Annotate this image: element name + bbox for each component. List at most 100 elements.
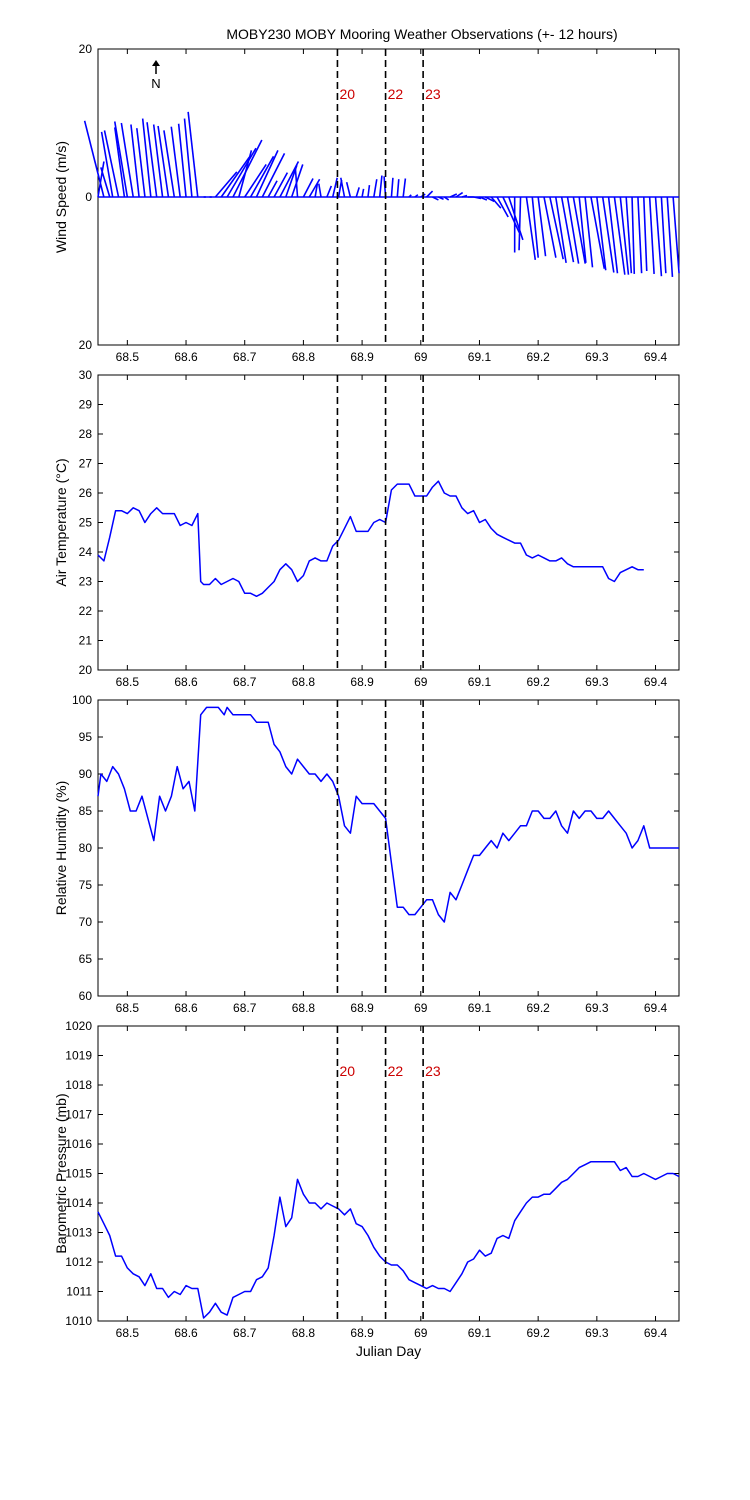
pressure-series-line [97,1160,680,1319]
wind-wind-vector [572,196,586,264]
north-label: N [151,76,160,91]
wind-wind-vector [408,194,412,198]
wind-wind-vector [163,130,176,198]
rh-y-tick-label: 80 [79,841,93,855]
wind-wind-vector [113,127,126,198]
temp-y-tick-label: 26 [79,486,93,500]
wind-x-tick-label: 68.9 [350,350,374,364]
wind-wind-vector [601,196,615,273]
wind-wind-vector [100,131,114,198]
pressure-x-axis-label: Julian Day [356,1343,421,1359]
pressure-y-tick-label: 1014 [65,1196,92,1210]
temp-y-tick-label: 28 [79,427,93,441]
pressure-y-tick-label: 1016 [65,1137,92,1151]
temp-y-tick-label: 25 [79,516,93,530]
wind-wind-vector [578,196,587,263]
wind-wind-vector [619,196,630,275]
wind-wind-vector [654,196,663,277]
wind-wind-vector [273,172,289,198]
rh-y-tick-label: 90 [79,767,93,781]
temp-x-tick-label: 69.4 [644,675,668,689]
pressure-y-tick-label: 1018 [65,1078,92,1092]
pressure-x-tick-label: 68.7 [233,1326,257,1340]
relative-humidity-panel: 68.5 68.6 68.7 68.8 68.9 69 69.1 69.2 69.3 69.4 60… [53,693,680,1015]
wind-wind-vector [590,196,606,269]
rh-x-tick-label: 69.2 [526,1001,550,1015]
rh-y-tick-label: 85 [79,804,93,818]
wind-wind-vector [326,185,333,198]
wind-wind-vector [267,180,278,198]
wind-wind-vector [261,152,286,198]
wind-wind-vector [438,196,444,200]
wind-wind-vector [361,188,365,198]
wind-wind-vector [637,196,643,274]
wind-wind-vector [157,125,170,198]
wind-wind-vector [249,155,275,198]
rh-y-axis-label: Relative Humidity (%) [53,781,69,916]
wind-wind-vector [318,183,322,198]
wind-wind-vector [314,183,319,198]
wind-wind-vector [331,177,338,198]
wind-wind-vector [302,178,314,198]
pressure-x-tick-label: 69 [414,1326,428,1340]
wind-wind-vector [660,196,667,274]
pressure-y-tick-label: 1012 [65,1255,92,1269]
wind-wind-vector [455,191,464,198]
wind-wind-vector [432,196,439,201]
wind-wind-vector [339,177,346,198]
wind-wind-vector [226,147,257,198]
rh-x-tick-label: 69.3 [585,1001,609,1015]
wind-wind-vector [666,196,674,277]
wind-wind-vector [345,182,352,198]
wind-wind-vector [177,123,187,198]
wind-wind-vector [508,196,524,241]
rh-x-tick-label: 69.4 [644,1001,668,1015]
rh-y-tick-label: 65 [79,952,93,966]
pressure-y-tick-label: 1017 [65,1108,92,1122]
wind-wind-vector [496,196,509,218]
wind-wind-vector [566,196,580,264]
temp-y-tick-label: 30 [79,368,93,382]
wind-wind-vector [554,196,567,263]
wind-wind-vector [648,196,655,275]
wind-y-tick-label: 0 [85,190,92,204]
wind-speed-panel: 68.5 68.6 68.7 68.8 68.9 69 69.1 69.2 69.3 69.4 20… [53,42,680,364]
temp-x-tick-label: 68.6 [174,675,198,689]
rh-x-tick-label: 69 [414,1001,428,1015]
wind-wind-vector [625,196,633,274]
rh-y-tick-label: 75 [79,878,93,892]
wind-wind-vector [543,196,557,258]
wind-wind-vector [170,126,181,198]
wind-wind-vector [308,178,321,198]
north-arrow-icon [152,60,160,74]
wind-wind-vector [255,150,279,198]
wind-wind-vector [479,196,488,201]
pressure-x-tick-label: 69.2 [526,1326,550,1340]
wind-wind-vector [531,196,539,258]
wind-wind-vector [294,167,299,198]
wind-wind-vector [378,175,383,198]
wind-wind-vector [518,196,522,251]
wind-wind-vector [461,194,468,198]
wind-wind-vector [83,120,105,198]
temp-x-tick-label: 69.3 [585,675,609,689]
temp-y-tick-label: 24 [79,545,93,559]
wind-y-tick-label: 20 [79,338,93,352]
wind-wind-vector [607,196,619,274]
temp-y-tick-label: 21 [79,634,93,648]
wind-wind-vector [238,150,253,198]
wind-wind-vector [560,196,575,263]
temp-y-axis-label: Air Temperature (°C) [53,458,69,586]
wind-wind-vector [100,167,111,198]
wind-wind-vector [113,121,129,198]
rh-x-tick-label: 68.6 [174,1001,198,1015]
wind-wind-vector [367,185,371,198]
pressure-x-tick-label: 69.3 [585,1326,609,1340]
wind-wind-vector [549,196,564,260]
wind-wind-vector [390,177,394,198]
wind-x-tick-label: 68.5 [116,350,140,364]
figure-title: MOBY230 MOBY Mooring Weather Observation… [226,26,617,42]
wind-wind-vector [141,118,152,198]
wind-wind-vector [396,179,400,198]
